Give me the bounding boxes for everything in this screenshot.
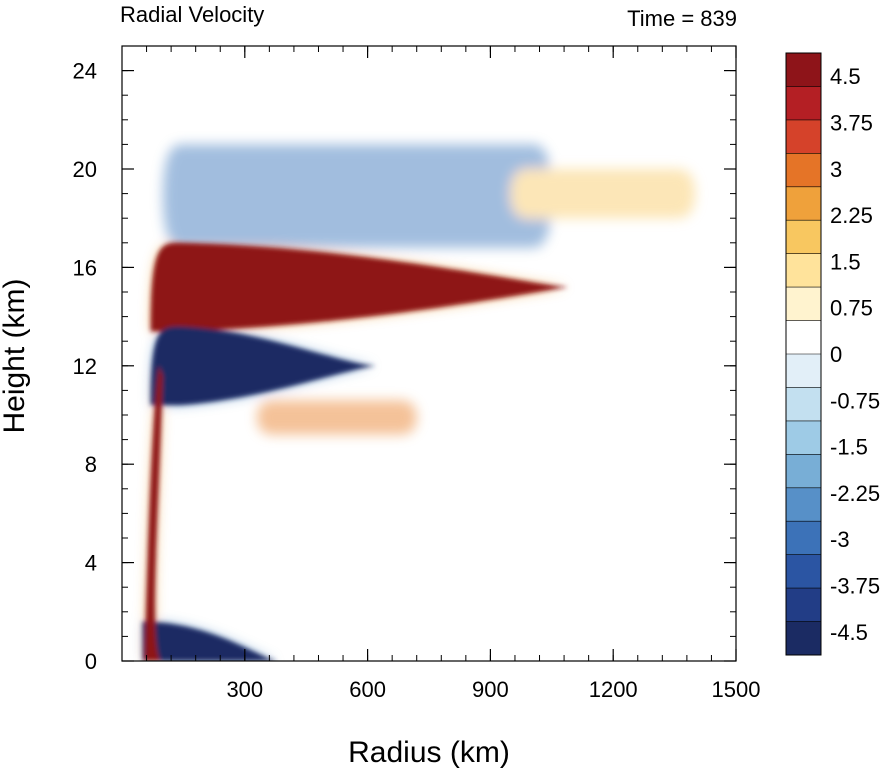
feature-core bbox=[162, 144, 552, 248]
colorbar-swatch bbox=[786, 220, 821, 254]
y-tick-label: 0 bbox=[85, 649, 97, 674]
x-tick-label: 600 bbox=[349, 677, 386, 702]
colorbar-swatch bbox=[786, 521, 821, 555]
colorbar-swatch bbox=[786, 53, 821, 87]
colorbar-label: -3 bbox=[830, 527, 850, 552]
colorbar-label: 4.5 bbox=[830, 64, 861, 89]
colorbar-swatch bbox=[786, 320, 821, 355]
y-tick-label: 12 bbox=[73, 354, 97, 379]
chart-title: Radial Velocity bbox=[120, 2, 264, 27]
x-tick-label: 1500 bbox=[712, 677, 761, 702]
colorbar-swatch bbox=[786, 454, 821, 489]
x-tick-label: 1200 bbox=[589, 677, 638, 702]
time-label: Time = 839 bbox=[627, 6, 737, 31]
plot-area bbox=[122, 46, 736, 661]
colorbar-label: -4.5 bbox=[830, 620, 868, 645]
colorbar-swatch bbox=[786, 487, 821, 522]
colorbar-label: -0.75 bbox=[830, 388, 880, 413]
y-tick-label: 24 bbox=[73, 59, 97, 84]
colorbar-label: -3.75 bbox=[830, 574, 880, 599]
colorbar-label: 3 bbox=[830, 157, 842, 182]
colorbar-frame bbox=[785, 52, 822, 656]
y-tick-label: 16 bbox=[73, 255, 97, 280]
colorbar-swatch bbox=[786, 621, 821, 656]
colorbar-swatch bbox=[786, 588, 821, 622]
y-tick-label: 20 bbox=[73, 157, 97, 182]
colorbar-label: 2.25 bbox=[830, 203, 873, 228]
colorbar-swatch bbox=[786, 153, 821, 188]
colorbar-swatch bbox=[786, 554, 821, 589]
feature-core bbox=[257, 400, 417, 435]
colorbar-swatch bbox=[786, 253, 821, 288]
y-tick-label: 8 bbox=[85, 452, 97, 477]
x-tick-label: 900 bbox=[472, 677, 509, 702]
colorbar-label: 3.75 bbox=[830, 110, 873, 135]
colorbar-swatch bbox=[786, 119, 821, 154]
colorbar-swatch bbox=[786, 420, 821, 455]
plot-frame bbox=[121, 45, 737, 662]
feature-core bbox=[150, 326, 376, 406]
x-tick-label: 300 bbox=[226, 677, 263, 702]
y-tick-label: 4 bbox=[85, 551, 97, 576]
feature-core bbox=[144, 365, 163, 661]
feature-core bbox=[142, 621, 278, 661]
colorbar-label: 0.75 bbox=[830, 296, 873, 321]
feature-core bbox=[150, 242, 569, 332]
colorbar-swatch bbox=[786, 86, 821, 121]
colorbar-swatch bbox=[786, 186, 821, 221]
colorbar-label: 0 bbox=[830, 342, 842, 367]
colorbar-swatch bbox=[786, 354, 821, 388]
feature-core bbox=[510, 169, 696, 219]
colorbar-label: -2.25 bbox=[830, 481, 880, 506]
colorbar-swatch bbox=[786, 387, 821, 422]
colorbar-label: 1.5 bbox=[830, 249, 861, 274]
y-axis-label: Height (km) bbox=[0, 278, 31, 433]
y-axis: 0 4 8 12 16 20 24 bbox=[73, 59, 736, 674]
x-axis-label: Radius (km) bbox=[348, 736, 510, 769]
colorbar-swatch bbox=[786, 287, 821, 321]
x-axis: 300 600 900 1200 1500 bbox=[146, 46, 761, 702]
colorbar-label: -1.5 bbox=[830, 435, 868, 460]
colorbar: -4.5 -3.75 -3 -2.25 -1.5 -0.75 0 0.75 1.5 2.25 3 3.… bbox=[785, 52, 880, 656]
